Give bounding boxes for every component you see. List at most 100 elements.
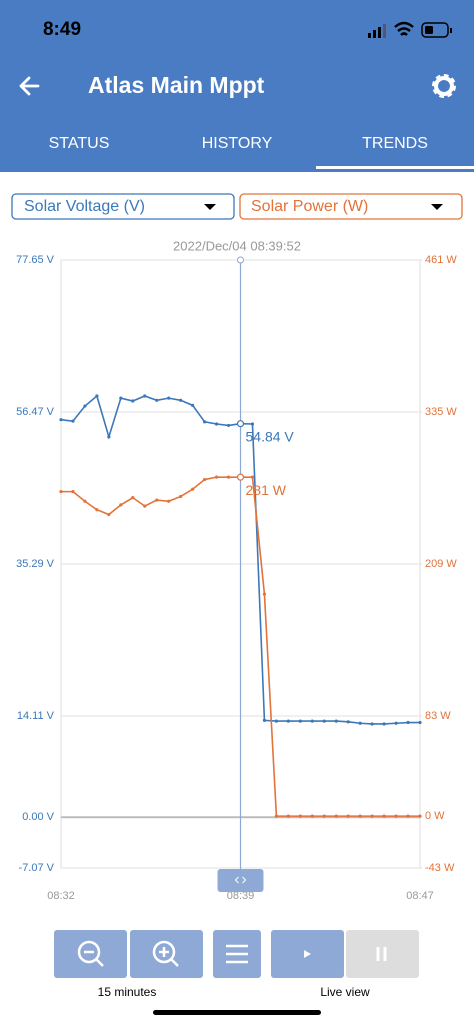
- value-label: 54.84 V: [246, 428, 295, 444]
- data-point: [214, 422, 219, 426]
- x-tick-label: 08:47: [406, 890, 434, 902]
- selector-label: Solar Voltage (V): [24, 198, 145, 215]
- data-point: [203, 420, 207, 424]
- zoom-in-button[interactable]: [130, 930, 203, 978]
- tab[interactable]: STATUS: [49, 135, 110, 152]
- data-point: [370, 814, 374, 818]
- cursor-handle: [217, 869, 264, 892]
- data-point: [167, 396, 171, 400]
- play-button[interactable]: [271, 930, 344, 978]
- data-point: [191, 403, 195, 407]
- back-button[interactable]: [19, 76, 40, 96]
- wifi-icon: [394, 21, 414, 36]
- x-tick-label: 08:39: [227, 890, 255, 902]
- value-label: 281 W: [246, 482, 287, 498]
- y2-tick-label: 335 W: [425, 406, 457, 418]
- data-point: [107, 435, 111, 439]
- data-point: [370, 722, 374, 726]
- y2-tick-label: 0 W: [425, 810, 445, 822]
- y-tick-label: -7.07 V: [19, 862, 55, 874]
- data-point: [346, 720, 350, 724]
- data-point: [298, 814, 302, 818]
- data-point: [310, 814, 314, 818]
- data-point: [167, 499, 171, 503]
- data-point: [155, 498, 159, 502]
- y-tick-label: 77.65 V: [16, 254, 55, 266]
- power-selector[interactable]: Solar Power (W): [239, 193, 463, 220]
- data-point: [226, 475, 231, 479]
- data-point: [274, 814, 278, 818]
- data-point: [119, 396, 123, 400]
- data-point: [418, 814, 422, 818]
- voltage-selector[interactable]: Solar Voltage (V): [11, 193, 235, 220]
- y-tick-label: 35.29 V: [16, 558, 55, 570]
- y-tick-label: 14.11 V: [17, 710, 55, 722]
- data-point: [83, 499, 87, 503]
- data-point: [191, 487, 195, 491]
- zoom-label: 15 minutes: [98, 985, 157, 999]
- data-point: [334, 814, 338, 818]
- data-point: [59, 490, 63, 494]
- data-point: [95, 394, 99, 398]
- data-point: [250, 422, 255, 426]
- y2-tick-label: 83 W: [425, 710, 451, 722]
- data-point: [322, 814, 326, 818]
- selector-label: Solar Power (W): [251, 198, 368, 215]
- data-point: [214, 475, 219, 479]
- cursor-time: 2022/Dec/04 08:39:52: [173, 238, 301, 253]
- chart: -7.07 V 0.00 V 14.11 V 35.29 V 56.47 V 77.65 …: [16, 238, 457, 901]
- data-point: [394, 721, 398, 725]
- data-point: [179, 398, 183, 402]
- menu-button[interactable]: [213, 930, 261, 978]
- data-point: [179, 494, 183, 499]
- clock: 8:49: [43, 19, 81, 40]
- tab-indicator: [316, 166, 474, 169]
- app-bar: [0, 0, 474, 172]
- tab-active[interactable]: TRENDS: [362, 135, 428, 152]
- home-indicator: [153, 1010, 321, 1015]
- data-point: [406, 720, 410, 725]
- data-point: [358, 721, 362, 725]
- data-point: [334, 719, 338, 723]
- data-point: [286, 719, 290, 723]
- data-point: [310, 719, 314, 723]
- data-point: [119, 503, 123, 507]
- data-point: [382, 722, 386, 726]
- data-point: [226, 423, 231, 428]
- data-point: [358, 814, 362, 818]
- zoom-out-button[interactable]: [54, 930, 127, 978]
- data-point: [236, 420, 245, 428]
- data-point: [394, 814, 398, 818]
- live-label: Live view: [320, 985, 370, 999]
- data-point: [406, 814, 410, 818]
- data-point: [382, 814, 386, 818]
- battery-icon: [421, 22, 452, 38]
- data-point: [274, 719, 278, 723]
- x-tick-label: 08:32: [47, 890, 75, 902]
- data-point: [71, 490, 75, 494]
- data-point: [262, 718, 267, 722]
- cursor-handle-top: [237, 256, 244, 264]
- data-point: [155, 398, 159, 402]
- data-point: [322, 719, 326, 723]
- data-point: [95, 508, 99, 512]
- data-point: [298, 719, 302, 723]
- data-point: [107, 512, 111, 517]
- tab[interactable]: HISTORY: [202, 135, 273, 152]
- data-point: [143, 504, 147, 508]
- y-tick-label: 0.00 V: [22, 811, 54, 823]
- y2-tick-label: -43 W: [425, 862, 455, 874]
- data-point: [286, 814, 290, 818]
- y2-tick-label: 209 W: [425, 558, 457, 570]
- data-point: [143, 394, 147, 398]
- y-tick-label: 56.47 V: [16, 406, 55, 418]
- data-point: [59, 418, 63, 422]
- y2-tick-label: 461 W: [425, 254, 457, 266]
- data-point: [71, 419, 75, 423]
- data-point: [346, 814, 350, 818]
- pause-button[interactable]: [346, 930, 419, 978]
- settings-button[interactable]: [432, 74, 456, 98]
- data-point: [83, 404, 87, 408]
